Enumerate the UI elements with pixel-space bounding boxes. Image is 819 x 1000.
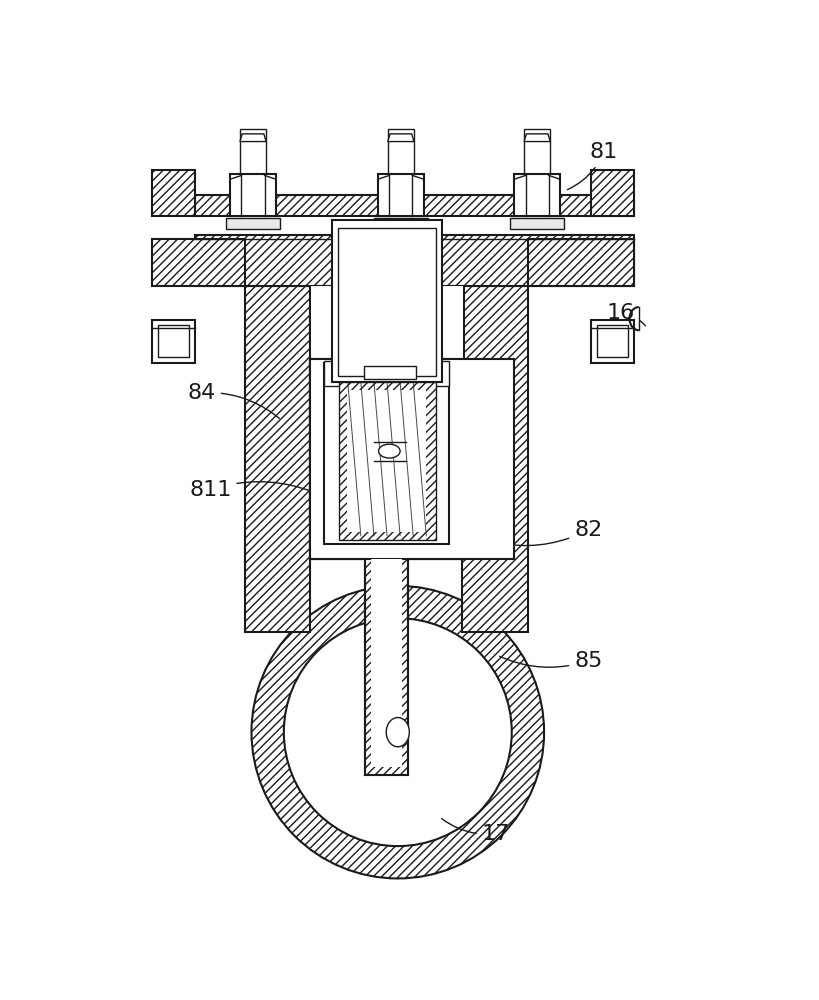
Bar <box>514 174 560 216</box>
Bar <box>364 366 416 379</box>
Bar <box>324 361 450 386</box>
Bar <box>463 286 528 632</box>
Bar <box>364 555 408 774</box>
Bar <box>158 325 189 357</box>
Polygon shape <box>387 134 414 142</box>
Text: 16: 16 <box>606 303 645 326</box>
Bar <box>245 286 310 632</box>
Bar <box>195 235 634 286</box>
Circle shape <box>284 618 512 846</box>
Circle shape <box>251 586 544 878</box>
Bar <box>597 325 628 357</box>
Text: 82: 82 <box>488 520 602 546</box>
Bar <box>310 286 464 558</box>
Bar <box>152 170 195 216</box>
Text: 85: 85 <box>500 651 603 671</box>
Polygon shape <box>240 134 266 142</box>
Text: 83: 83 <box>456 484 514 504</box>
Bar <box>374 218 428 229</box>
Bar <box>332 220 441 382</box>
Bar <box>528 239 634 286</box>
Text: 84: 84 <box>188 383 279 419</box>
Polygon shape <box>524 134 550 142</box>
Bar <box>240 129 266 175</box>
Bar <box>310 359 374 559</box>
Bar <box>339 382 436 540</box>
Bar <box>510 218 564 229</box>
Ellipse shape <box>378 444 400 458</box>
Bar <box>310 286 464 559</box>
Text: 81: 81 <box>568 142 618 190</box>
Bar <box>591 170 634 216</box>
Bar <box>399 359 463 559</box>
Bar <box>337 228 437 376</box>
Bar <box>310 359 514 559</box>
Bar <box>387 129 414 175</box>
Bar <box>152 320 195 363</box>
Bar <box>226 218 280 229</box>
Bar <box>591 320 634 363</box>
Bar <box>371 559 401 767</box>
Text: 17: 17 <box>441 819 510 844</box>
Ellipse shape <box>387 718 410 747</box>
Bar <box>347 390 426 532</box>
Bar <box>324 363 450 544</box>
Bar <box>195 195 634 216</box>
Text: 811: 811 <box>189 480 323 500</box>
Bar <box>378 174 424 216</box>
Bar <box>152 239 245 286</box>
Bar <box>524 129 550 175</box>
Bar <box>230 174 276 216</box>
